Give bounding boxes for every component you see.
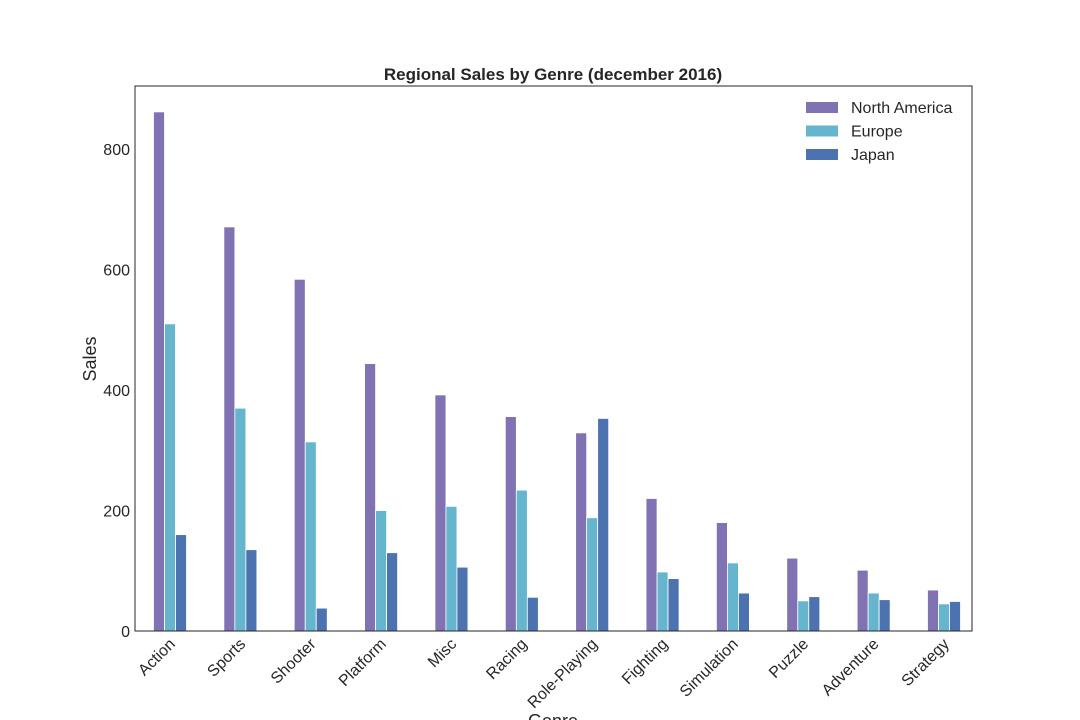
- legend-label: Europe: [851, 124, 903, 141]
- x-tick-label: Racing: [483, 636, 530, 683]
- legend-label: North America: [851, 100, 952, 117]
- y-tick-label: 400: [103, 383, 130, 400]
- bar-fighting-europe: [656, 571, 669, 632]
- x-tick-label: Platform: [336, 636, 390, 690]
- bars-group: [153, 111, 961, 632]
- bar-adventure-europe: [867, 592, 880, 632]
- x-tick-label: Sports: [204, 636, 249, 681]
- x-tick-label: Fighting: [619, 636, 671, 688]
- legend-label: Japan: [851, 147, 895, 164]
- bar-role-playing-japan: [597, 418, 610, 632]
- bar-role-playing-europe: [586, 517, 599, 632]
- bar-platform-europe: [375, 510, 387, 632]
- x-axis-ticks: Action Sports Shooter Platform Misc RacingRol…: [135, 635, 952, 712]
- bar-misc-europe: [445, 505, 458, 632]
- bar-simulation-japan: [738, 592, 750, 632]
- x-tick-label: Misc: [425, 636, 460, 671]
- legend-swatch: [806, 125, 838, 137]
- bar-strategy-europe: [938, 603, 950, 632]
- bar-fighting-japan: [667, 578, 680, 632]
- bar-simulation-north-america: [716, 522, 728, 632]
- y-tick-label: 800: [103, 142, 130, 159]
- y-axis-label: Sales: [80, 336, 100, 381]
- bar-puzzle-europe: [797, 600, 810, 632]
- bar-racing-north-america: [504, 416, 517, 632]
- x-tick-label: Action: [135, 636, 178, 679]
- legend-swatch: [806, 102, 838, 113]
- bar-adventure-japan: [878, 599, 891, 632]
- bar-shooter-japan: [315, 607, 328, 632]
- y-tick-label: 200: [103, 504, 130, 521]
- bar-action-north-america: [153, 111, 165, 632]
- y-axis-ticks: 0 200 400 600 800: [103, 142, 130, 641]
- x-tick-label: Strategy: [899, 636, 953, 690]
- plot-frame: [134, 85, 973, 632]
- bar-misc-north-america: [434, 394, 447, 632]
- bar-strategy-japan: [949, 601, 961, 632]
- y-tick-label: 0: [121, 624, 130, 641]
- bar-adventure-north-america: [856, 569, 869, 632]
- bar-racing-japan: [526, 596, 539, 632]
- bar-strategy-north-america: [927, 589, 939, 632]
- legend: North America Europe Japan: [806, 100, 952, 164]
- bar-misc-japan: [456, 566, 469, 632]
- bar-sports-europe: [234, 407, 247, 632]
- bar-shooter-europe: [304, 441, 317, 632]
- x-tick-label: Adventure: [819, 636, 883, 700]
- bar-puzzle-japan: [808, 596, 821, 632]
- bar-racing-europe: [515, 489, 528, 632]
- chart-title: Regional Sales by Genre (december 2016): [384, 65, 722, 84]
- bar-action-japan: [175, 534, 187, 632]
- x-tick-label: Shooter: [268, 635, 320, 687]
- bar-puzzle-north-america: [786, 557, 799, 632]
- bar-sports-north-america: [223, 226, 236, 632]
- bar-action-europe: [164, 323, 176, 632]
- x-axis-label: Genre: [528, 711, 578, 720]
- bar-platform-japan: [386, 552, 398, 632]
- bar-sports-japan: [245, 549, 258, 632]
- bar-fighting-north-america: [645, 498, 658, 632]
- bar-platform-north-america: [364, 363, 376, 632]
- bar-role-playing-north-america: [575, 432, 588, 632]
- bar-shooter-north-america: [293, 278, 306, 632]
- legend-swatch: [806, 149, 838, 160]
- x-tick-label: Role-Playing: [525, 636, 601, 712]
- x-tick-label: Simulation: [677, 636, 742, 701]
- x-tick-label: Puzzle: [766, 636, 812, 682]
- y-tick-label: 600: [103, 263, 130, 280]
- bar-simulation-europe: [727, 562, 739, 632]
